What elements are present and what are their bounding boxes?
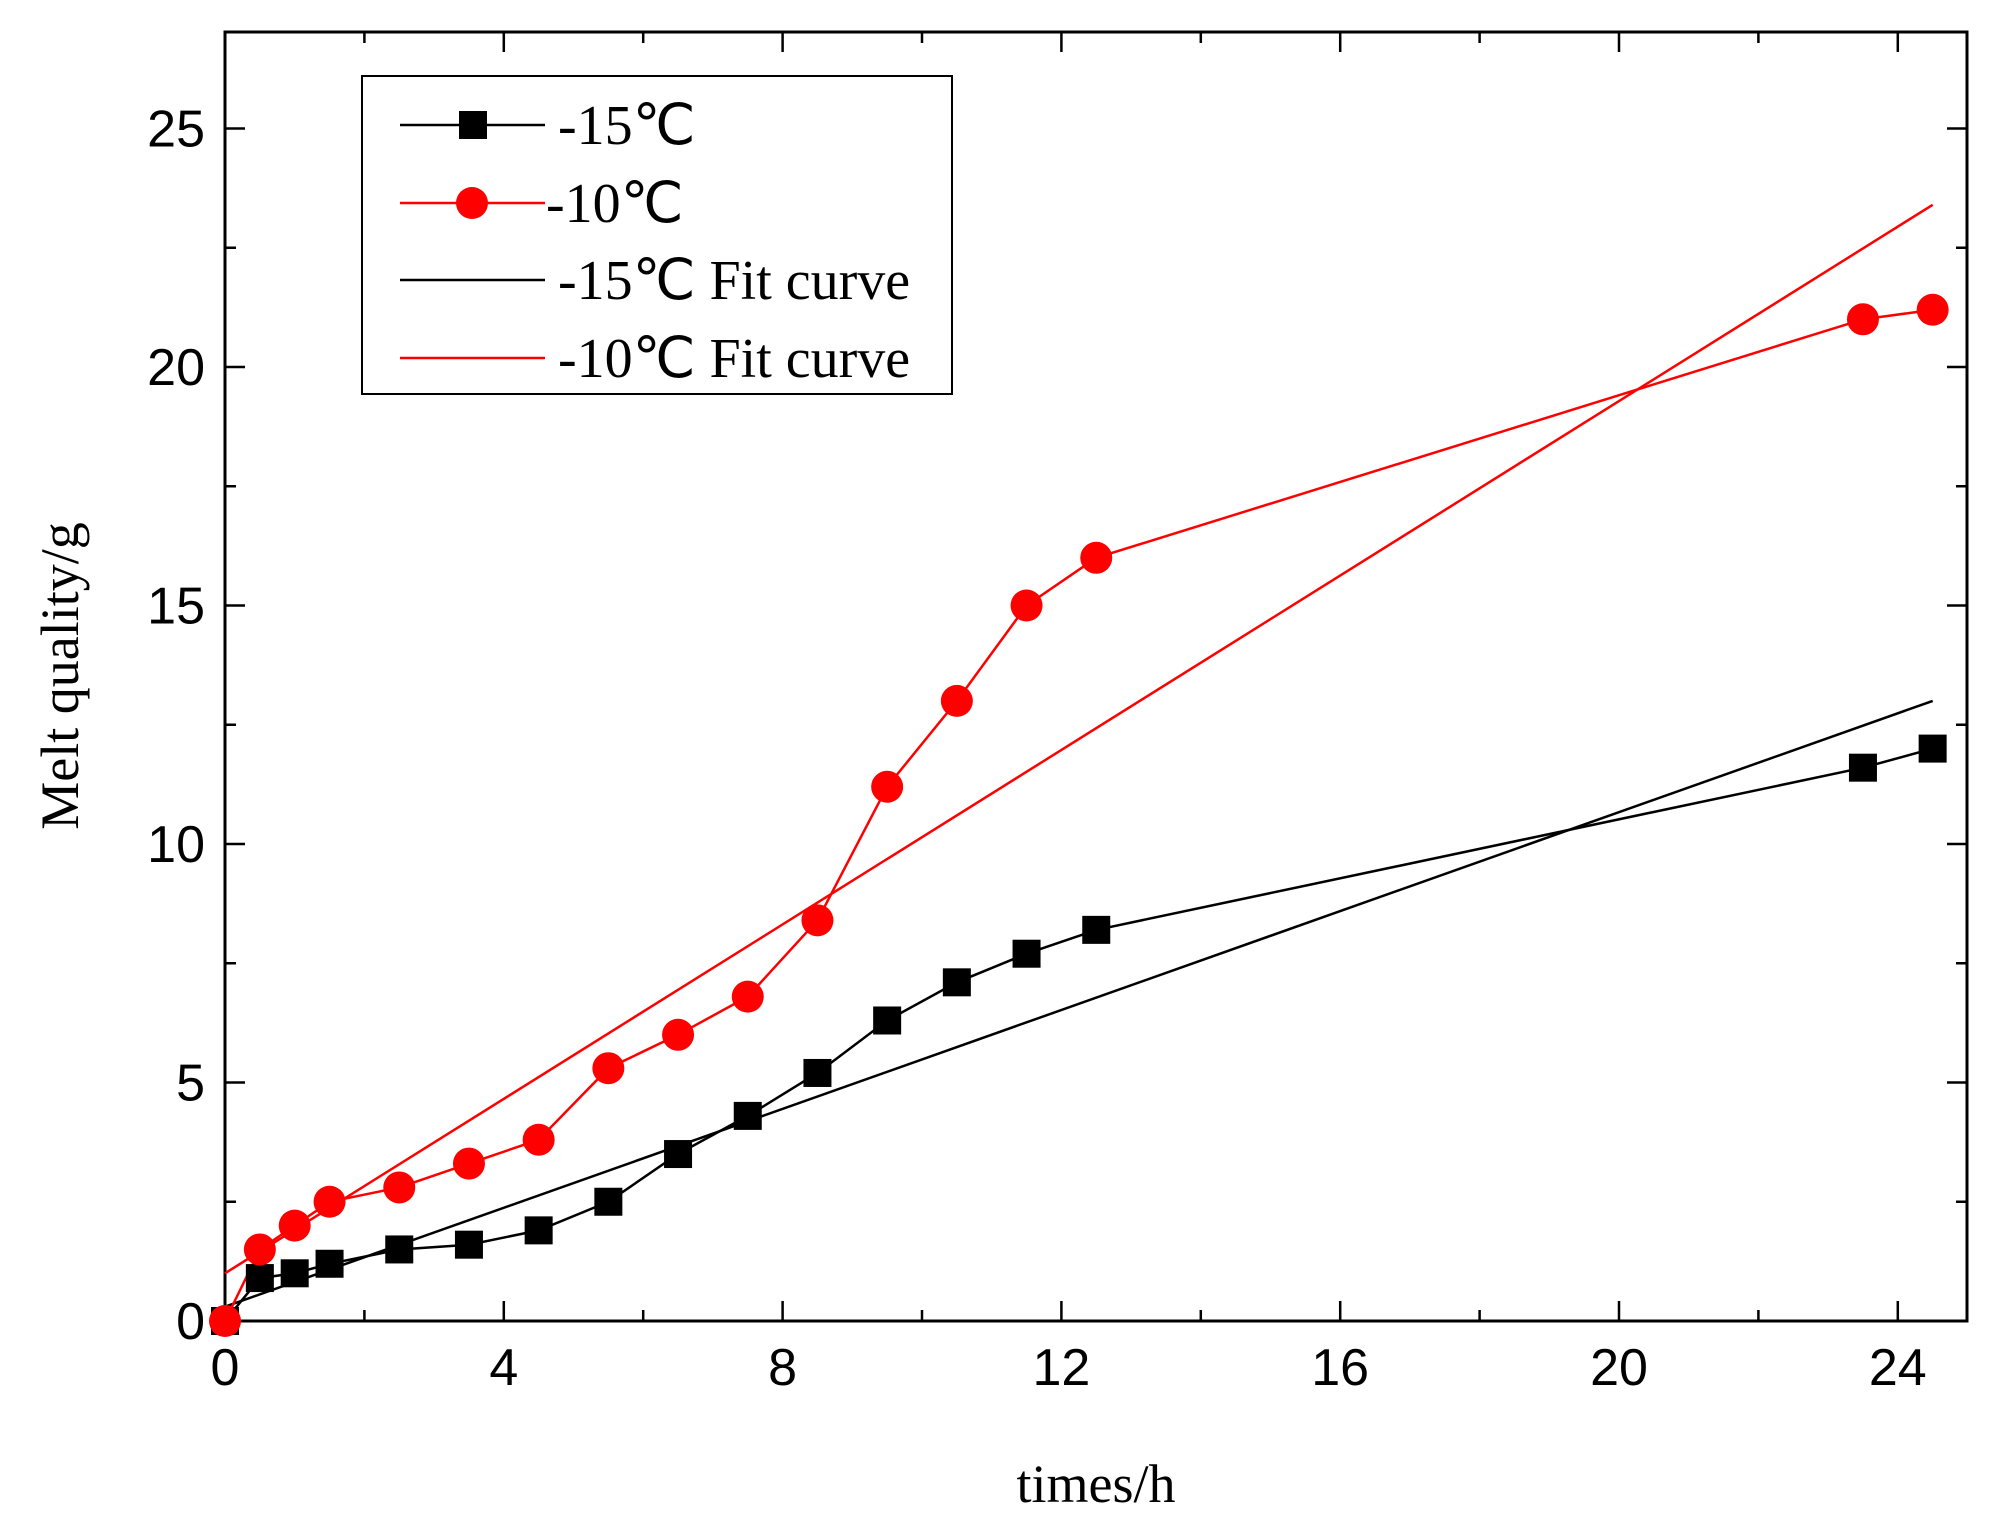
x-tick-label: 8 bbox=[768, 1339, 797, 1397]
legend-item-4: -10℃ Fit curve bbox=[400, 328, 910, 390]
data-point-circle bbox=[383, 1171, 416, 1204]
plot-markers bbox=[209, 293, 1949, 1337]
data-point-circle bbox=[731, 980, 764, 1013]
legend-marker-2 bbox=[456, 187, 488, 219]
data-point-square bbox=[733, 1101, 762, 1130]
data-point-square bbox=[594, 1187, 623, 1216]
data-point-square bbox=[245, 1264, 274, 1293]
x-tick-label: 0 bbox=[211, 1339, 240, 1397]
data-point-circle bbox=[243, 1233, 276, 1266]
y-tick-label: 20 bbox=[147, 339, 205, 397]
data-point-square bbox=[315, 1249, 344, 1278]
data-point-square bbox=[942, 968, 971, 997]
y-tick-label: 10 bbox=[147, 816, 205, 874]
y-tick-label: 15 bbox=[147, 578, 205, 636]
data-point-circle bbox=[1010, 589, 1043, 622]
y-tick-label: 5 bbox=[176, 1055, 205, 1113]
data-point-square bbox=[1848, 753, 1877, 782]
data-point-square bbox=[1082, 915, 1111, 944]
series-line-4 bbox=[224, 203, 1934, 1275]
x-tick-label: 12 bbox=[1032, 1339, 1090, 1397]
data-point-square bbox=[1012, 939, 1041, 968]
data-point-square bbox=[873, 1006, 902, 1035]
legend-label-4: -10℃ Fit curve bbox=[558, 328, 910, 390]
data-point-circle bbox=[662, 1018, 695, 1051]
data-point-circle bbox=[522, 1123, 555, 1156]
legend-item-3: -15℃ Fit curve bbox=[400, 250, 910, 312]
data-point-circle bbox=[940, 684, 973, 717]
x-tick-label: 4 bbox=[489, 1339, 518, 1397]
x-tick-label: 16 bbox=[1311, 1339, 1369, 1397]
legend-marker-1 bbox=[459, 111, 487, 139]
data-point-circle bbox=[801, 904, 834, 937]
plot-frame bbox=[223, 30, 1969, 1323]
y-axis: 0 5 10 15 20 25 bbox=[147, 101, 1967, 1351]
legend-item-2: -10℃ bbox=[400, 173, 684, 235]
y-axis-title: Melt quality/g bbox=[30, 522, 90, 829]
data-point-square bbox=[803, 1058, 832, 1087]
x-axis: 0 4 8 12 16 20 24 bbox=[211, 32, 1927, 1397]
legend: -15℃ -10℃ -15℃ Fit curve -10℃ Fit curve bbox=[361, 75, 953, 395]
data-point-circle bbox=[592, 1052, 625, 1085]
legend-label-2: -10℃ bbox=[546, 173, 684, 235]
data-point-circle bbox=[313, 1185, 346, 1218]
data-point-square bbox=[385, 1235, 414, 1264]
data-point-circle bbox=[871, 770, 904, 803]
data-point-circle bbox=[209, 1305, 241, 1337]
data-point-circle bbox=[278, 1209, 311, 1242]
series-line-3 bbox=[224, 699, 1934, 1308]
legend-label-1: -15℃ bbox=[558, 95, 696, 157]
legend-label-3: -15℃ Fit curve bbox=[558, 250, 910, 312]
x-tick-label: 24 bbox=[1869, 1339, 1927, 1397]
y-tick-label: 25 bbox=[147, 101, 205, 159]
data-point-square bbox=[664, 1140, 693, 1169]
data-point-square bbox=[454, 1230, 483, 1259]
legend-item-1: -15℃ bbox=[400, 95, 696, 157]
x-tick-label: 20 bbox=[1590, 1339, 1648, 1397]
y-tick-label: 0 bbox=[176, 1293, 205, 1351]
data-point-square bbox=[280, 1259, 309, 1288]
data-point-square bbox=[1918, 734, 1947, 763]
x-axis-title: times/h bbox=[1017, 1454, 1176, 1514]
data-point-square bbox=[524, 1216, 553, 1245]
data-point-circle bbox=[452, 1147, 485, 1180]
data-point-circle bbox=[1846, 303, 1879, 336]
data-point-circle bbox=[1916, 293, 1949, 326]
data-point-circle bbox=[1080, 541, 1113, 574]
